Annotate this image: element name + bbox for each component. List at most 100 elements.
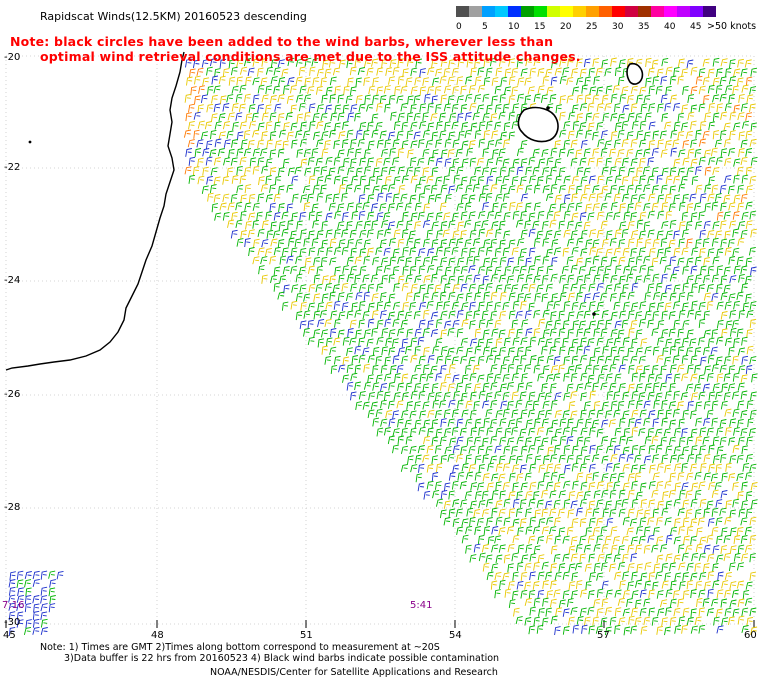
wind-barb	[669, 273, 677, 282]
wind-barb	[461, 374, 469, 384]
wind-barb	[639, 409, 647, 418]
wind-barb	[40, 595, 48, 604]
wind-barb	[397, 147, 405, 158]
wind-barb	[502, 103, 510, 113]
wind-barb	[605, 248, 613, 257]
wind-barb	[593, 562, 601, 572]
wind-barb	[652, 346, 660, 356]
wind-barb	[583, 401, 591, 410]
wind-barb	[619, 435, 626, 445]
wind-barb	[690, 355, 698, 364]
wind-barb	[585, 508, 593, 517]
wind-barb	[596, 337, 604, 346]
wind-barb	[222, 121, 230, 130]
wind-barb	[290, 300, 298, 310]
wind-barb	[490, 399, 498, 409]
wind-barb	[377, 192, 384, 202]
wind-barb	[686, 166, 694, 176]
wind-barb	[682, 85, 689, 95]
wind-barb	[563, 229, 571, 238]
wind-barb	[553, 553, 561, 563]
wind-barb	[579, 102, 588, 111]
wind-barb	[687, 400, 694, 410]
wind-barb	[673, 390, 680, 400]
wind-barb	[536, 284, 544, 293]
wind-barb	[384, 139, 391, 149]
wind-barb	[472, 112, 480, 121]
wind-barb	[346, 347, 353, 356]
wind-barb	[239, 66, 248, 75]
wind-barb	[495, 176, 502, 186]
wind-barb	[393, 120, 401, 130]
wind-barb	[592, 147, 600, 157]
wind-barb	[368, 391, 375, 401]
wind-barb	[269, 202, 276, 212]
wind-barb	[368, 85, 376, 95]
wind-barb	[508, 76, 516, 86]
wind-barb	[618, 561, 626, 571]
wind-barb	[329, 76, 337, 86]
wind-barb	[358, 194, 366, 204]
wind-barb	[682, 139, 690, 149]
wind-barb	[452, 158, 460, 167]
wind-barb	[621, 120, 629, 130]
small-island-dot-3	[28, 140, 32, 144]
wind-barb	[744, 544, 753, 553]
wind-barb	[601, 562, 608, 571]
wind-barb	[333, 246, 342, 256]
wind-barb	[702, 563, 710, 573]
wind-barb	[425, 139, 433, 148]
wind-barb	[622, 410, 630, 419]
wind-barb	[355, 401, 362, 410]
wind-barb	[745, 201, 753, 210]
wind-barb	[396, 364, 404, 374]
wind-barb	[313, 256, 321, 266]
wind-barb	[478, 193, 486, 202]
wind-barb	[359, 157, 367, 166]
wind-barb	[261, 112, 269, 121]
wind-barb	[376, 427, 384, 437]
wind-barb	[665, 230, 673, 239]
wind-barb	[474, 471, 482, 481]
wind-barb	[487, 535, 495, 545]
wind-barb	[283, 122, 290, 132]
wind-barb	[358, 283, 367, 292]
wind-barb	[282, 158, 290, 168]
wind-barb	[536, 499, 544, 508]
wind-barb	[595, 247, 603, 257]
wind-barb	[495, 156, 503, 166]
wind-barb	[261, 239, 269, 248]
wind-barb	[520, 354, 527, 364]
wind-barb	[431, 436, 439, 446]
wind-barb	[465, 347, 473, 357]
wind-barb	[562, 626, 570, 635]
wind-barb	[712, 130, 720, 140]
wind-barb	[537, 589, 545, 599]
wind-barb	[729, 509, 737, 519]
wind-barb	[261, 165, 269, 174]
wind-barb	[419, 284, 426, 294]
wind-barb	[376, 67, 384, 76]
wind-barb	[401, 409, 409, 419]
wind-barb	[507, 419, 516, 428]
wind-barb	[749, 463, 757, 472]
wind-barb	[715, 499, 723, 508]
wind-barb	[596, 534, 603, 544]
wind-barb	[589, 571, 596, 581]
wind-barb	[320, 77, 328, 87]
wind-barb	[707, 229, 715, 239]
wind-barb	[723, 122, 731, 131]
wind-barb	[56, 570, 64, 580]
wind-barb	[498, 508, 506, 517]
wind-barb	[405, 345, 412, 355]
wind-barb	[364, 94, 371, 104]
wind-barb	[622, 391, 630, 401]
wind-barb	[238, 103, 246, 112]
wind-barb	[499, 239, 506, 249]
wind-barb	[525, 453, 533, 463]
wind-barb	[495, 138, 503, 147]
wind-barb	[324, 139, 331, 149]
wind-barb	[397, 166, 405, 175]
wind-barb	[492, 148, 499, 158]
wind-barb	[533, 597, 541, 607]
